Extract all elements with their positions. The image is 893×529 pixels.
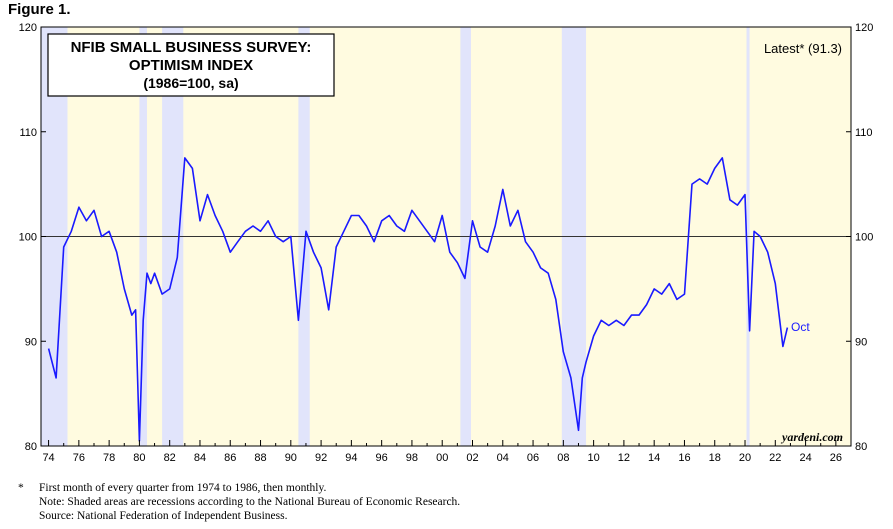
y-tick-label-left: 80 — [25, 441, 37, 453]
x-tick-label: 12 — [618, 452, 630, 464]
series-line-path — [47, 157, 789, 442]
x-tick-label: 26 — [830, 452, 842, 464]
y-axis-left: 80 90 100 110 120 — [19, 22, 46, 453]
x-tick-label: 78 — [103, 452, 115, 464]
x-tick-label: 76 — [73, 452, 85, 464]
y-tick-label-right: 90 — [855, 336, 867, 348]
x-tick-label: 98 — [406, 452, 418, 464]
x-tick-label: 74 — [42, 452, 54, 464]
title-box: NFIB SMALL BUSINESS SURVEY: OPTIMISM IND… — [47, 33, 335, 97]
x-tick-label: 02 — [466, 452, 478, 464]
x-tick-label: 96 — [376, 452, 388, 464]
x-tick-label: 10 — [587, 452, 599, 464]
x-tick-label: 08 — [557, 452, 569, 464]
latest-label: Latest* (91.3) — [764, 41, 842, 56]
y-tick-label-right: 100 — [855, 232, 873, 244]
y-tick-label-right: 80 — [855, 441, 867, 453]
footnote-star: * — [18, 482, 24, 494]
footnotes: * First month of every quarter from 1974… — [18, 481, 461, 523]
title-line-1: NFIB SMALL BUSINESS SURVEY: — [71, 39, 312, 56]
series-line — [47, 157, 789, 442]
x-tick-label: 94 — [345, 452, 357, 464]
x-tick-label: 06 — [527, 452, 539, 464]
x-tick-label: 92 — [315, 452, 327, 464]
x-tick-label: 20 — [739, 452, 751, 464]
optimism-index-chart: 80 90 100 110 120 80 90 100 110 120 74 76 78 80 82 84… — [19, 22, 874, 464]
watermark: yardeni.com — [780, 430, 843, 444]
x-tick-label: 84 — [194, 452, 206, 464]
figure-label: Figure 1. — [8, 1, 71, 18]
x-tick-label: 88 — [254, 452, 266, 464]
x-tick-label: 00 — [436, 452, 448, 464]
x-axis: 74 76 78 80 82 84 86 88 90 92 94 96 98 00 02 04 06 08 10 12… — [42, 440, 852, 464]
x-tick-label: 80 — [133, 452, 145, 464]
x-tick-label: 18 — [709, 452, 721, 464]
y-tick-label-right: 120 — [855, 22, 873, 34]
x-tick-label: 04 — [497, 452, 509, 464]
end-point-label: Oct — [791, 320, 810, 334]
x-tick-label: 90 — [285, 452, 297, 464]
x-tick-label: 14 — [648, 452, 660, 464]
y-tick-label-left: 100 — [19, 232, 37, 244]
footnote-line-1: First month of every quarter from 1974 t… — [39, 482, 327, 494]
y-tick-label-right: 110 — [855, 127, 873, 139]
title-line-2: OPTIMISM INDEX — [129, 57, 253, 74]
y-tick-label-left: 120 — [19, 22, 37, 34]
y-axis-right: 80 90 100 110 120 — [846, 22, 873, 453]
title-line-3: (1986=100, sa) — [143, 75, 238, 91]
y-tick-label-left: 90 — [25, 336, 37, 348]
footnote-line-2: Note: Shaded areas are recessions accord… — [39, 496, 461, 508]
footnote-line-3: Source: National Federation of Independe… — [39, 510, 288, 522]
x-tick-label: 82 — [164, 452, 176, 464]
x-tick-label: 16 — [678, 452, 690, 464]
x-tick-label: 24 — [799, 452, 811, 464]
x-tick-label: 22 — [769, 452, 781, 464]
x-tick-label: 86 — [224, 452, 236, 464]
y-tick-label-left: 110 — [19, 127, 37, 139]
